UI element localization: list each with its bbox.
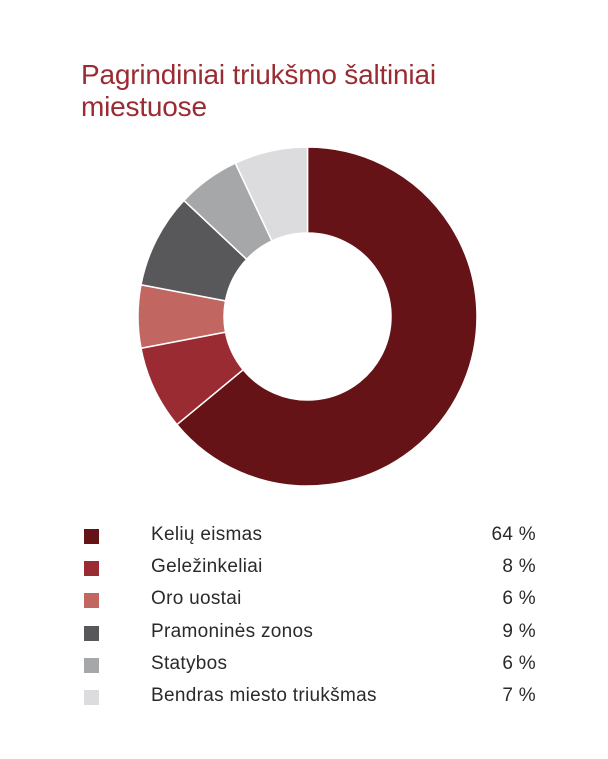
legend-value: 7 % <box>502 684 536 706</box>
legend-value: 8 % <box>502 556 536 578</box>
legend-item: Geležinkeliai 8 % <box>0 552 608 584</box>
donut-slice <box>234 146 309 242</box>
legend-label: Bendras miesto triukšmas <box>151 684 377 706</box>
legend-label: Kelių eismas <box>151 524 263 545</box>
donut-slices <box>137 146 478 487</box>
legend-swatch <box>84 561 99 577</box>
legend-label: Statybos <box>151 652 228 674</box>
legend-label: Geležinkeliai <box>151 556 263 578</box>
legend-item: Oro uostai 6 % <box>0 584 608 616</box>
legend-item: Statybos 6 % <box>0 649 608 681</box>
legend-value: 64 % <box>491 524 536 545</box>
legend-item: Bendras miesto triukšmas 7 % <box>0 681 608 713</box>
legend-item: Pramoninės zonos 9 % <box>0 617 608 649</box>
legend-value: 6 % <box>502 588 536 610</box>
legend-label: Pramoninės zonos <box>151 620 314 642</box>
legend-swatch <box>84 593 99 609</box>
donut-slice <box>176 146 478 487</box>
legend-swatch <box>84 529 99 544</box>
legend-swatch <box>84 689 99 705</box>
legend-item: Kelių eismas 64 % <box>0 520 608 552</box>
legend-value: 6 % <box>502 652 536 674</box>
legend: Kelių eismas 64 % Geležinkeliai 8 % Oro … <box>0 520 608 713</box>
legend-swatch <box>84 657 99 673</box>
legend-label: Oro uostai <box>151 588 242 610</box>
legend-swatch <box>84 625 99 641</box>
legend-value: 9 % <box>502 620 536 642</box>
chart-title: Pagrindiniai triukšmo šaltiniai miestuos… <box>81 59 436 122</box>
